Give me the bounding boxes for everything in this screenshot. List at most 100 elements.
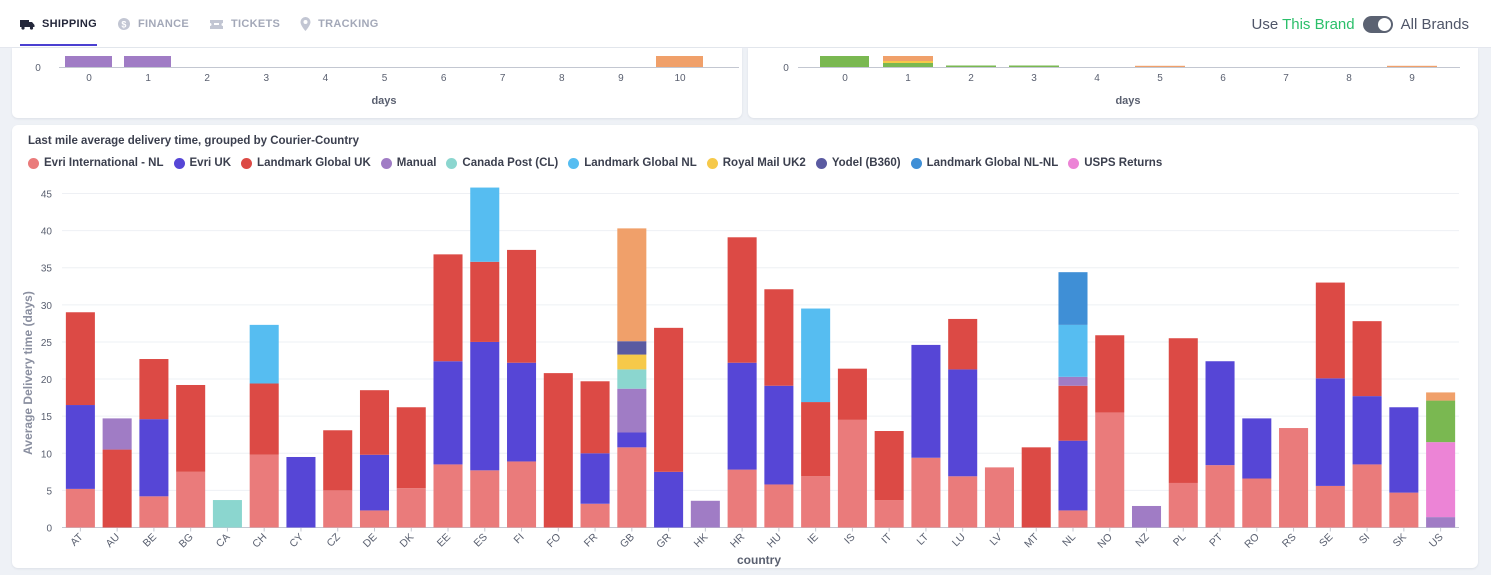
bar-segment[interactable] (507, 249, 537, 363)
bar-segment[interactable] (1315, 485, 1345, 528)
bar-segment[interactable] (948, 476, 978, 528)
bar-segment[interactable] (690, 500, 720, 528)
legend-item[interactable]: Yodel (B360) (815, 157, 901, 169)
bar-segment[interactable] (543, 373, 573, 528)
bar-segment[interactable] (65, 405, 95, 489)
bar-segment[interactable] (801, 402, 831, 477)
tab-shipping[interactable]: SHIPPING (20, 0, 97, 48)
bar-segment[interactable] (1315, 282, 1345, 379)
bar-segment[interactable] (580, 503, 610, 528)
bar-segment[interactable] (359, 390, 390, 455)
bar-segment[interactable] (176, 384, 206, 472)
bar-segment[interactable] (1058, 385, 1088, 441)
legend-item[interactable]: USPS Returns (1068, 157, 1162, 169)
bar-segment[interactable] (1242, 478, 1272, 528)
bar-segment[interactable] (948, 318, 978, 370)
bar-segment[interactable] (764, 385, 794, 485)
bar-segment[interactable] (801, 476, 831, 528)
bar-segment[interactable] (1205, 465, 1235, 528)
bar-segment[interactable] (286, 456, 316, 528)
bar-segment[interactable] (212, 500, 242, 528)
bar-segment[interactable] (1352, 321, 1382, 397)
bar-segment[interactable] (1168, 482, 1198, 528)
bar-segment[interactable] (1095, 335, 1125, 413)
bar-segment[interactable] (874, 431, 904, 501)
bar-segment[interactable] (102, 418, 132, 450)
bar-segment[interactable] (1205, 361, 1235, 466)
legend-item[interactable]: Royal Mail UK2 (706, 157, 806, 169)
tab-tracking[interactable]: TRACKING (300, 0, 378, 48)
bar-segment[interactable] (1058, 324, 1088, 377)
bar-segment[interactable] (470, 187, 500, 262)
tab-tickets[interactable]: TICKETS (209, 0, 280, 48)
bar-segment[interactable] (1058, 376, 1088, 386)
bar-segment[interactable] (1426, 442, 1456, 518)
bar-segment[interactable] (507, 461, 537, 528)
bar-segment[interactable] (176, 471, 206, 528)
bar-segment[interactable] (1279, 428, 1309, 528)
bar-segment[interactable] (102, 449, 132, 528)
bar-segment[interactable] (396, 488, 426, 528)
bar-segment[interactable] (1168, 338, 1198, 483)
bar-segment[interactable] (1352, 396, 1382, 465)
bar-segment[interactable] (470, 341, 500, 471)
bar-segment[interactable] (1242, 418, 1272, 479)
tab-finance[interactable]: $ FINANCE (117, 0, 189, 48)
bar-segment[interactable] (801, 308, 831, 403)
bar-segment[interactable] (617, 432, 647, 448)
bar-segment[interactable] (617, 369, 647, 389)
bar-segment[interactable] (580, 453, 610, 504)
bar-segment[interactable] (1315, 378, 1345, 486)
bar-segment[interactable] (911, 457, 941, 528)
bar-segment[interactable] (1095, 412, 1125, 528)
bar-segment[interactable] (837, 368, 867, 420)
bar-segment[interactable] (727, 237, 757, 363)
legend-item[interactable]: Manual (380, 157, 436, 169)
bar-segment[interactable] (948, 369, 978, 477)
bar-segment[interactable] (396, 407, 426, 489)
bar-segment[interactable] (874, 500, 904, 528)
bar-segment[interactable] (654, 327, 684, 472)
bar-segment[interactable] (617, 388, 647, 433)
bar-segment[interactable] (249, 324, 279, 384)
bar-segment[interactable] (433, 464, 463, 528)
legend-item[interactable]: Evri UK (173, 157, 231, 169)
bar-segment[interactable] (139, 496, 169, 528)
bar-segment[interactable] (911, 344, 941, 458)
bar-segment[interactable] (1058, 272, 1088, 325)
bar-segment[interactable] (617, 354, 647, 370)
bar-segment[interactable] (65, 488, 95, 528)
bar-segment[interactable] (984, 467, 1014, 528)
legend-item[interactable]: Landmark Global NL-NL (910, 157, 1058, 169)
bar-segment[interactable] (617, 447, 647, 528)
bar-segment[interactable] (433, 254, 463, 362)
bar-segment[interactable] (764, 289, 794, 386)
bar-segment[interactable] (1058, 510, 1088, 528)
bar-segment[interactable] (1426, 517, 1456, 528)
bar-segment[interactable] (1131, 505, 1162, 528)
bar-segment[interactable] (65, 312, 95, 406)
bar-segment[interactable] (1426, 392, 1456, 401)
bar-segment[interactable] (323, 430, 353, 491)
bar-segment[interactable] (507, 362, 537, 462)
bar-segment[interactable] (617, 228, 647, 342)
bar-segment[interactable] (654, 471, 684, 528)
brand-toggle[interactable] (1362, 15, 1393, 33)
bar-segment[interactable] (727, 362, 757, 470)
bar-segment[interactable] (359, 510, 390, 528)
bar-segment[interactable] (1389, 407, 1419, 493)
bar-segment[interactable] (1426, 400, 1456, 443)
bar-segment[interactable] (139, 419, 169, 497)
legend-item[interactable]: Canada Post (CL) (446, 157, 558, 169)
bar-segment[interactable] (470, 261, 500, 342)
legend-item[interactable]: Landmark Global NL (568, 157, 697, 169)
bar-segment[interactable] (1058, 440, 1088, 511)
bar-segment[interactable] (470, 470, 500, 528)
bar-segment[interactable] (1389, 492, 1419, 528)
bar-segment[interactable] (764, 484, 794, 528)
bar-segment[interactable] (1021, 447, 1051, 528)
bar-segment[interactable] (580, 381, 610, 454)
bar-segment[interactable] (359, 454, 390, 511)
bar-segment[interactable] (139, 359, 169, 420)
bar-segment[interactable] (1352, 464, 1382, 528)
